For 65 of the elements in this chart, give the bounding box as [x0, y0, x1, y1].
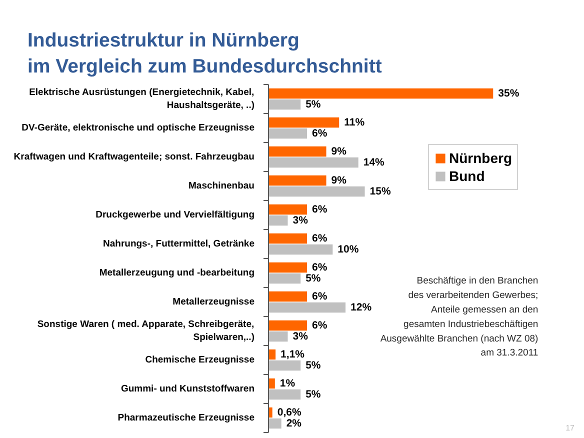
bar: [268, 389, 301, 400]
bar: [268, 378, 275, 389]
data-label: 1,1%: [280, 348, 306, 360]
data-label: 11%: [344, 116, 366, 128]
chart-title: Industriestruktur in Nürnberg im Vergleich zum Bundesdurchschnitt: [28, 30, 382, 78]
bar: [268, 360, 301, 371]
data-label: 6%: [312, 232, 328, 244]
data-label: 15%: [370, 186, 392, 198]
y-tick-label: Nahrungs-, Futtermittel, Getränke: [103, 238, 255, 250]
data-label: 9%: [331, 174, 348, 186]
y-tick-label: Sonstige Waren ( med. Apparate, Schreibgeräte, Spielwaren,..): [37, 318, 255, 344]
bar: [268, 302, 346, 313]
data-label: 5%: [306, 360, 322, 372]
data-label: 5%: [306, 98, 322, 111]
legend-label: Nürnberg: [449, 150, 512, 166]
data-label: 1%: [280, 377, 296, 390]
data-label: 0,6%: [277, 406, 302, 418]
y-tick-label: Metallerzeugnisse: [172, 296, 255, 308]
y-tick-label: Pharmazeutische Erzeugnisse: [118, 412, 254, 424]
bar: [268, 175, 326, 186]
bar: [268, 262, 308, 273]
data-label: 14%: [363, 156, 386, 169]
bar: [268, 331, 288, 342]
data-label: 6%: [312, 128, 328, 140]
data-label: 6%: [312, 319, 328, 332]
y-tick-label: Chemische Erzeugnisse: [145, 354, 255, 366]
legend-label: Bund: [449, 168, 485, 184]
data-label: 35%: [498, 87, 520, 100]
data-label: 3%: [292, 214, 309, 227]
bar: [268, 291, 308, 302]
bar: [268, 273, 301, 284]
y-tick-label: Elektrische Ausrüstungen (Energietechnik, Kabel, Haushaltsgeräte, ..): [29, 86, 254, 112]
data-label: 2%: [286, 418, 302, 430]
annotation: Beschäftige in den Branchen des verarbeitenden Gewerbes; Anteile gemessen an den gesamten Industriebeschäftigen Ausgewählte Branchen (nach WZ 08) am 31.3.2011: [380, 276, 538, 359]
y-tick-label: Druckgewerbe und Vervielfältigung: [96, 210, 255, 220]
data-label: 9%: [331, 145, 348, 158]
bar: [268, 215, 288, 226]
data-label: 10%: [338, 244, 360, 256]
y-tick-label: Gummi- und Kunststoffwaren: [120, 384, 255, 394]
bar: [268, 349, 276, 360]
data-label: 5%: [306, 272, 322, 285]
data-label: 6%: [312, 203, 328, 216]
data-label: 12%: [350, 302, 372, 314]
bar: [268, 320, 308, 331]
data-label: 6%: [312, 261, 328, 274]
y-tick-label: Metallerzeugung und -bearbeitung: [99, 268, 255, 278]
data-label: 6%: [312, 290, 328, 302]
text: 17: [566, 424, 576, 432]
y-tick-label: DV-Geräte, elektronische und optische Erzeugnisse: [22, 122, 255, 134]
y-tick-label: Maschinenbau: [188, 180, 255, 192]
bar: [268, 244, 333, 255]
bar: [268, 186, 365, 197]
data-label: 3%: [292, 330, 309, 343]
bar: [268, 117, 340, 128]
data-label: 5%: [306, 388, 322, 401]
bar: [268, 418, 282, 429]
bar: [268, 146, 326, 157]
y-tick-label: Kraftwagen und Kraftwagenteile; sonst. Fahrzeugbau: [14, 152, 255, 162]
bar: [268, 233, 308, 244]
bar: [268, 88, 494, 99]
bar: [268, 128, 308, 139]
bar: [268, 407, 272, 418]
bar: [268, 99, 301, 110]
bar: [268, 157, 358, 168]
bar: [268, 204, 308, 215]
